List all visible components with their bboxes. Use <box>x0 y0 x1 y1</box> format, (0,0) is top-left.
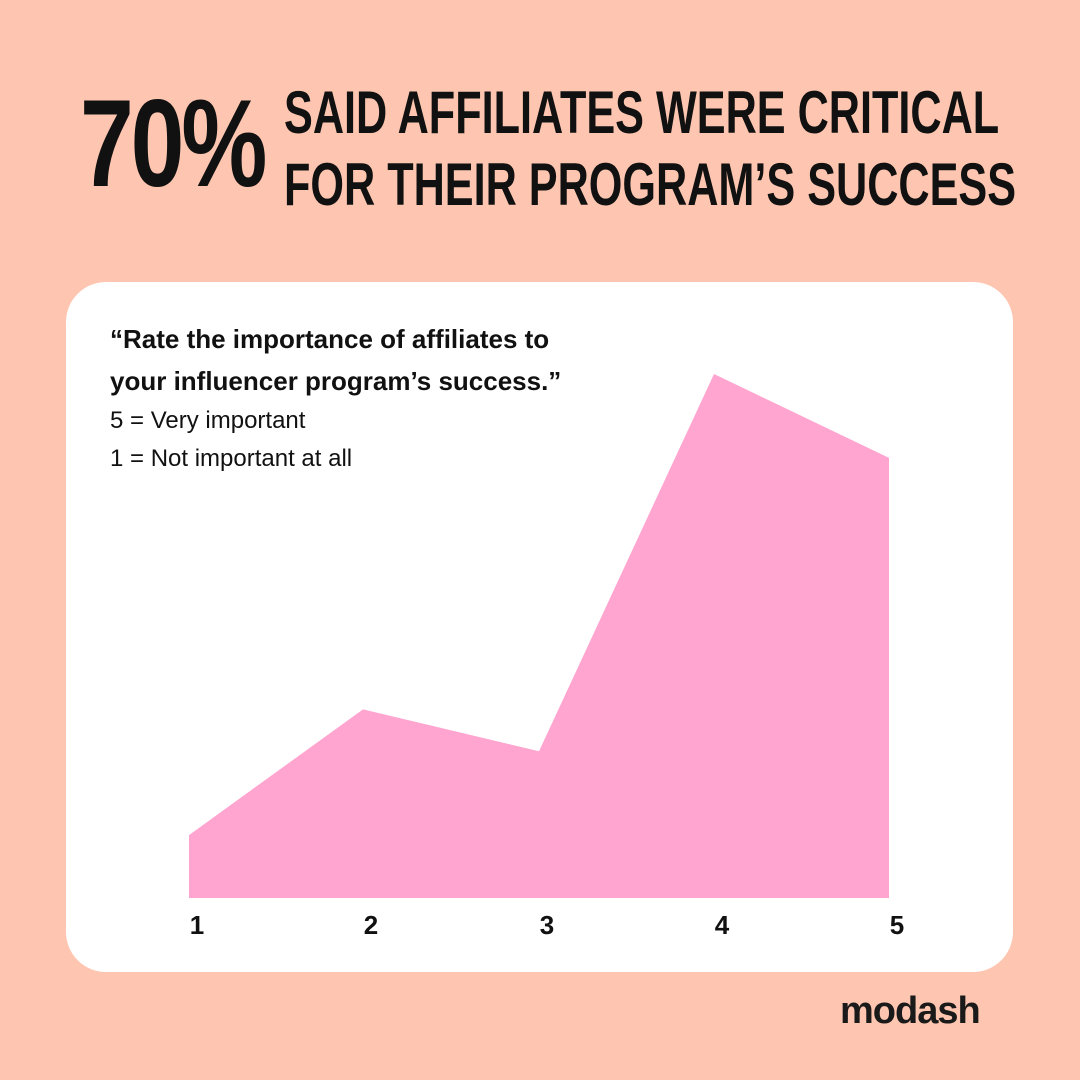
survey-question: “Rate the importance of affiliates to yo… <box>110 318 670 402</box>
scale-note-low: 1 = Not important at all <box>110 445 353 472</box>
x-tick-label-3: 3 <box>540 910 554 940</box>
brand-logo: modash <box>840 990 981 1032</box>
area-chart: 1 2 3 4 5 <box>188 373 904 940</box>
headline: 70% SAID AFFILIATES WERE CRITICAL FOR TH… <box>80 70 1020 230</box>
survey-question-line-2: your influencer program’s success.” <box>110 366 562 396</box>
area-series <box>189 374 889 898</box>
x-tick-label-4: 4 <box>715 910 730 940</box>
survey-question-line-1: “Rate the importance of affiliates to <box>110 324 550 354</box>
headline-line-2: FOR THEIR PROGRAM’S SUCCESS <box>284 151 1017 218</box>
headline-line-1: SAID AFFILIATES WERE CRITICAL <box>284 79 1000 146</box>
chart-card: 1 2 3 4 5 “Rate the importance of affiliates… <box>66 282 1013 972</box>
x-tick-label-5: 5 <box>890 910 904 940</box>
headline-stat: 70% <box>80 75 267 213</box>
scale-note-high: 5 = Very important <box>110 407 306 434</box>
x-tick-label-1: 1 <box>190 910 204 940</box>
x-tick-label-2: 2 <box>364 910 378 940</box>
